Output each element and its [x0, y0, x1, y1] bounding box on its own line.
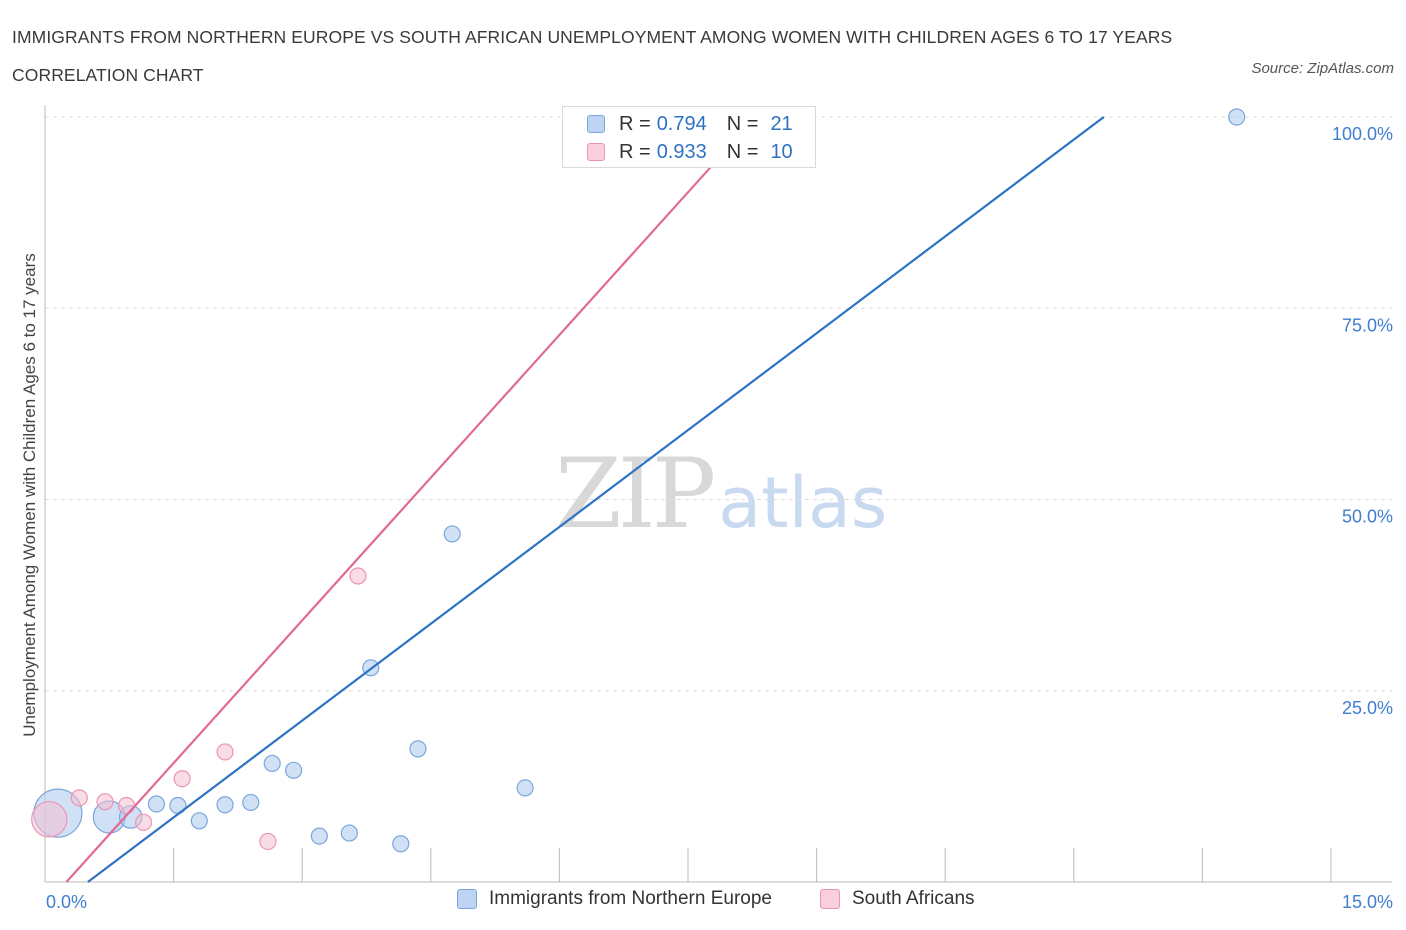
legend-swatch-pink: [587, 143, 605, 161]
point-northern-europe: [263, 754, 281, 773]
watermark: ZIPatlas: [555, 438, 887, 550]
n-label: N =: [726, 140, 759, 163]
point-northern-europe: [310, 827, 328, 845]
r-label: R =: [619, 140, 651, 163]
y-tick-label: 75.0%: [1342, 315, 1393, 335]
point-south-africans: [70, 789, 88, 807]
legend-swatch-blue: [587, 115, 605, 133]
point-south-africans: [173, 770, 191, 788]
n-value: 10: [770, 140, 793, 163]
point-south-africans: [134, 813, 153, 831]
legend-label: Immigrants from Northern Europe: [489, 888, 772, 909]
y-tick-label: 50.0%: [1342, 507, 1393, 527]
r-value: 0.794: [656, 112, 707, 135]
legend-label: South Africans: [852, 888, 975, 909]
x-tick-labels: 0.0% 15.0%: [46, 892, 1393, 912]
stats-row-pink: R = 0.933 N = 10: [587, 138, 793, 166]
point-northern-europe: [409, 740, 427, 758]
legend-item-south-africans[interactable]: South Africans: [820, 888, 975, 910]
point-northern-europe: [340, 824, 358, 842]
point-south-africans: [216, 743, 234, 761]
legend-swatch-blue: [457, 889, 477, 909]
point-south-africans: [117, 796, 136, 815]
stats-row-blue: R = 0.794 N = 21: [587, 110, 793, 138]
point-northern-europe: [216, 796, 234, 814]
n-value: 21: [770, 112, 793, 135]
y-tick-labels: 25.0% 50.0% 75.0% 100.0%: [1332, 124, 1393, 718]
r-value: 0.933: [656, 140, 707, 163]
point-south-africans: [31, 801, 68, 838]
point-south-africans: [96, 793, 114, 811]
grid-lines: [45, 116, 1392, 692]
trend-line-south-africans: [65, 139, 736, 883]
n-label: N =: [726, 112, 759, 135]
y-tick-label: 25.0%: [1342, 698, 1393, 718]
x-tick-label: 0.0%: [46, 892, 87, 912]
trend-line-northern-europe: [87, 116, 1105, 883]
point-northern-europe: [147, 795, 166, 813]
axes: [44, 105, 1392, 883]
point-northern-europe: [392, 835, 410, 853]
point-south-africans: [259, 832, 277, 851]
point-northern-europe: [242, 793, 260, 812]
legend-item-northern-europe[interactable]: Immigrants from Northern Europe: [457, 888, 772, 910]
watermark-atlas: atlas: [718, 462, 888, 544]
x-ticks: [173, 848, 1332, 882]
point-northern-europe: [190, 812, 208, 830]
point-northern-europe: [1228, 108, 1246, 126]
source-credit: Source: ZipAtlas.com: [1251, 60, 1394, 77]
r-label: R =: [619, 112, 651, 135]
point-northern-europe: [443, 525, 461, 543]
stats-legend: R = 0.794 N = 21 R = 0.933 N = 10: [562, 106, 816, 168]
x-tick-label: 15.0%: [1342, 892, 1393, 912]
data-points: [31, 108, 1246, 853]
y-tick-label: 100.0%: [1332, 124, 1393, 144]
point-northern-europe: [516, 779, 534, 797]
watermark-zip: ZIP: [555, 438, 716, 550]
point-northern-europe: [285, 761, 303, 779]
trend-lines: [65, 116, 1105, 883]
series-legend: Immigrants from Northern Europe South Af…: [0, 888, 1406, 916]
point-south-africans: [349, 567, 367, 585]
chart-title: IMMIGRANTS FROM NORTHERN EUROPE VS SOUTH…: [12, 27, 1173, 85]
legend-swatch-pink: [820, 889, 840, 909]
